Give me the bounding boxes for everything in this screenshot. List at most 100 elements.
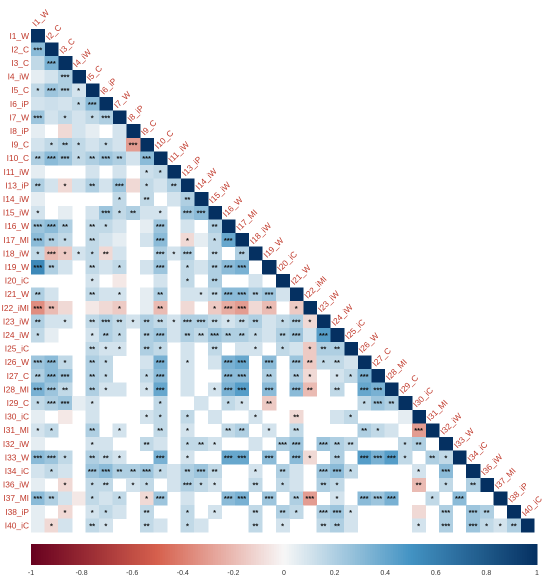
colorbar-segment	[122, 544, 126, 565]
significance-mark: **	[511, 521, 517, 530]
heatmap-cell	[58, 205, 73, 220]
colorbar-tick-label: -0.6	[126, 570, 138, 577]
significance-mark: ***	[373, 453, 382, 462]
significance-mark: ***	[88, 467, 97, 476]
significance-mark: **	[89, 521, 95, 530]
heatmap-cell	[85, 477, 100, 492]
row-label: I28_MI	[3, 384, 29, 394]
significance-mark: ***	[33, 263, 42, 272]
significance-mark: ***	[33, 236, 42, 245]
significance-mark: *	[308, 453, 311, 462]
heatmap-cell	[44, 151, 59, 166]
significance-mark: *	[349, 467, 352, 476]
heatmap-cell	[44, 69, 59, 84]
significance-mark: ***	[441, 521, 450, 530]
heatmap-cell	[207, 246, 222, 261]
colorbar-segment	[491, 544, 495, 565]
significance-mark: ***	[101, 209, 110, 218]
colorbar-segment	[534, 544, 538, 565]
heatmap-cell	[466, 518, 481, 533]
heatmap-cell	[262, 314, 277, 329]
significance-mark: ***	[33, 453, 42, 462]
heatmap-cell	[221, 355, 236, 370]
heatmap-cell	[31, 246, 46, 261]
colorbar-segment	[203, 544, 207, 565]
significance-mark: *	[186, 426, 189, 435]
row-label: I10_C	[7, 153, 29, 163]
heatmap-cell	[58, 518, 73, 533]
significance-mark: ***	[156, 358, 165, 367]
heatmap-cell	[180, 246, 195, 261]
row-label: I14_iW	[3, 194, 29, 204]
heatmap-cell	[44, 219, 59, 234]
significance-mark: *	[404, 453, 407, 462]
heatmap-cell	[207, 287, 222, 302]
heatmap-cell	[112, 287, 127, 302]
heatmap-cell-diagonal	[493, 491, 508, 506]
heatmap-cell	[411, 477, 426, 492]
significance-mark: *	[349, 372, 352, 381]
heatmap-cell	[31, 260, 46, 275]
column-label: I8_iP	[125, 103, 146, 124]
heatmap-cell	[180, 369, 195, 384]
colorbar-segment	[142, 544, 146, 565]
heatmap-cell	[85, 124, 100, 139]
significance-mark: *	[159, 345, 162, 354]
heatmap-cell	[31, 178, 46, 193]
significance-mark: **	[239, 426, 245, 435]
significance-mark: ***	[61, 86, 70, 95]
significance-mark: *	[349, 413, 352, 422]
significance-mark: **	[198, 440, 204, 449]
column-label: I3_C	[57, 36, 77, 56]
heatmap-cell-diagonal	[207, 205, 222, 220]
heatmap-cell-diagonal	[343, 341, 358, 356]
significance-mark: ***	[156, 222, 165, 231]
significance-mark: ***	[292, 317, 301, 326]
colorbar-segment	[218, 544, 222, 565]
colorbar-segment	[258, 544, 262, 565]
colorbar-segment	[329, 544, 333, 565]
heatmap-cell	[330, 355, 345, 370]
heatmap-cell	[99, 437, 114, 452]
heatmap-cell	[479, 518, 494, 533]
significance-mark: *	[213, 385, 216, 394]
significance-mark: **	[212, 222, 218, 231]
colorbar-tick-label: -0.8	[76, 570, 88, 577]
significance-mark: ***	[33, 494, 42, 503]
column-label: I4_iW	[71, 47, 93, 69]
significance-mark: **	[280, 508, 286, 517]
significance-mark: *	[104, 508, 107, 517]
heatmap-cell	[126, 137, 141, 152]
heatmap-cell	[221, 287, 236, 302]
heatmap-cell-diagonal	[139, 137, 154, 152]
heatmap-cell	[194, 437, 209, 452]
significance-mark: **	[89, 453, 95, 462]
heatmap-cell	[207, 437, 222, 452]
heatmap-cell	[85, 273, 100, 288]
significance-mark: **	[144, 521, 150, 530]
row-label: I19_W	[5, 262, 29, 272]
significance-mark: *	[444, 481, 447, 490]
significance-mark: *	[254, 467, 257, 476]
significance-mark: ***	[360, 385, 369, 394]
colorbar-segment	[296, 544, 300, 565]
heatmap-cell	[275, 464, 290, 479]
significance-mark: ***	[101, 154, 110, 163]
significance-mark: *	[77, 249, 80, 258]
row-label: I18_iW	[3, 248, 29, 258]
colorbar-segment	[375, 544, 379, 565]
colorbar-segment	[299, 544, 303, 565]
colorbar-segment	[370, 544, 374, 565]
significance-mark: ***	[47, 358, 56, 367]
significance-mark: *	[186, 453, 189, 462]
heatmap-cell	[71, 246, 86, 261]
colorbar-segment	[415, 544, 419, 565]
colorbar-segment	[233, 544, 237, 565]
column-label: I18_iW	[248, 220, 274, 246]
heatmap-cell	[112, 273, 127, 288]
significance-mark: ***	[292, 331, 301, 340]
colorbar-segment	[506, 544, 510, 565]
significance-mark: *	[159, 168, 162, 177]
heatmap-cell	[31, 450, 46, 465]
colorbar-segment	[160, 544, 164, 565]
